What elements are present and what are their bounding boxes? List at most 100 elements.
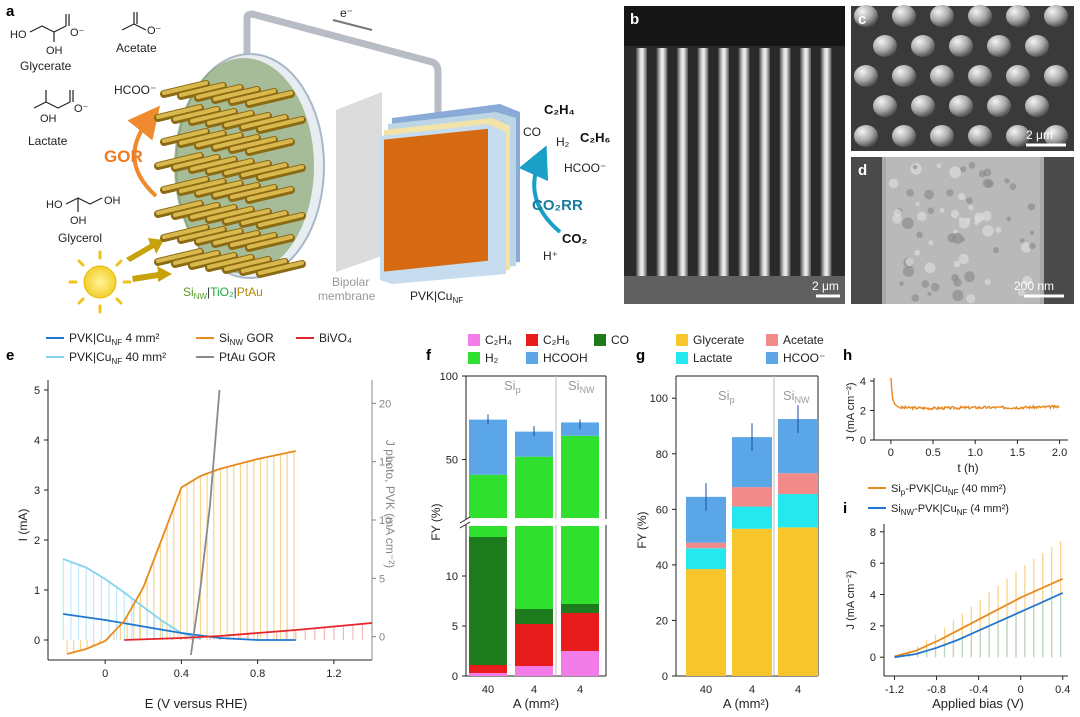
bar-g-acetate <box>778 473 818 495</box>
bar-f-lower-c2h6 <box>515 624 553 666</box>
e-ylabel: I (mA) <box>16 509 30 542</box>
nanowire-rod-highlight <box>213 87 259 101</box>
g-ytick-label: 20 <box>656 615 668 627</box>
legend-i-sip-nf: NF <box>948 488 959 497</box>
sem-dome <box>968 65 992 87</box>
legend-e: PVK|CuNF 4 mm² PVK|CuNF 40 mm² SiNW GOR … <box>46 331 352 366</box>
sem-dome <box>930 5 954 27</box>
legend-e-sinw-main: Si <box>219 331 230 345</box>
legend-g-lactate: Lactate <box>693 351 733 365</box>
sem-dome <box>987 95 1011 117</box>
legend-e-sinw-sub: NW <box>230 338 244 347</box>
electron-flow-arrow <box>332 19 373 31</box>
g-group-sinw-sub: NW <box>795 395 810 405</box>
nanowire-rod-highlight <box>258 261 304 275</box>
glycerol-structure <box>65 197 103 212</box>
sem-grain <box>915 201 920 207</box>
light-arrow-1 <box>126 238 164 262</box>
photoanode-illustration <box>154 53 325 279</box>
h-series-j <box>890 377 1060 412</box>
panel-label-c: c <box>858 11 866 28</box>
glycerate-o: O⁻ <box>70 27 85 39</box>
e-ytick-right-label: 20 <box>379 398 391 410</box>
sem-grain <box>981 211 992 222</box>
light-arrow-2 <box>132 266 172 282</box>
nanowire-rod-highlight <box>156 249 202 263</box>
nanowire-rod-highlight <box>247 187 293 201</box>
legend-i-sip-sub: p <box>901 488 906 497</box>
e-ytick-right-label: 5 <box>379 573 385 585</box>
nanowire-rod-highlight <box>162 81 208 95</box>
product-co2: CO₂ <box>562 231 588 246</box>
cathode-label: PVK|CuNF <box>410 289 463 305</box>
legend-i-sinw-nf: NF <box>957 508 968 517</box>
g-xtick-label: 40 <box>700 684 712 696</box>
glycerate-structure <box>29 14 70 42</box>
sem-grain <box>912 164 918 170</box>
nanowire-rod-highlight <box>241 259 287 273</box>
e-xlabel: E (V versus RHE) <box>145 696 248 711</box>
e-ylabel-right: J photo, PVK (mA cm⁻²) <box>383 440 397 568</box>
cathode-illustration <box>380 104 520 284</box>
nanowire-rod-highlight <box>179 131 225 145</box>
nanowire-rod-highlight <box>241 163 287 177</box>
sem-grain <box>993 247 1000 254</box>
sem-c-background <box>851 6 1074 151</box>
g-xtick-label: 4 <box>749 684 755 696</box>
nanowire-rod-highlight <box>230 89 276 103</box>
sem-grain <box>902 265 915 278</box>
sem-dome <box>854 65 878 87</box>
bar-g-glycerate <box>732 528 772 676</box>
legend-e-bivo4: BiVO₄ <box>319 331 352 345</box>
legend-i-sinw-sub: NW <box>901 508 915 517</box>
nanowire-rod-highlight <box>173 251 219 265</box>
g-group-sip-sub: p <box>730 395 735 405</box>
nanowire-rod-highlight <box>179 179 225 193</box>
sem-grain <box>1027 203 1036 211</box>
sem-grain <box>906 189 914 197</box>
sem-grain <box>958 253 969 265</box>
sem-grain <box>928 240 934 246</box>
sem-pillar <box>820 48 832 276</box>
sem-grain <box>968 204 974 211</box>
membrane-label-1: Bipolar <box>332 275 369 289</box>
nanowire-rod-highlight <box>247 91 293 105</box>
panel-i: i Sip-PVK|CuNF (40 mm²) SiNW-PVK|CuNF (4… <box>843 483 1070 711</box>
g-ytick-label: 60 <box>656 504 668 516</box>
sem-grain <box>939 207 945 213</box>
f-group-sip-sub: p <box>516 385 521 395</box>
sem-grain <box>964 271 975 283</box>
h-ytick-label: 4 <box>860 376 866 388</box>
f-ytick-upper-label: 50 <box>446 455 458 467</box>
glycerate-label: Glycerate <box>20 59 72 73</box>
nanowire-rod-highlight <box>190 157 236 171</box>
legend-i-sip-tail: -PVK|Cu <box>905 483 948 495</box>
panel-label-d: d <box>858 162 867 179</box>
nanowire-rod-highlight <box>196 229 242 243</box>
glycerate-oh2: OH <box>46 45 63 57</box>
nanowire-rod-highlight <box>258 165 304 179</box>
nanowire-rod-highlight <box>207 111 253 125</box>
panel-label-b: b <box>630 11 639 28</box>
bar-f-upper-h2 <box>515 456 553 518</box>
legend-e-pvk4-tail: 4 mm² <box>122 331 159 345</box>
sem-grain <box>949 166 962 179</box>
legend-i-sinw-main: Si <box>891 503 901 515</box>
scale-label-b: 2 μm <box>812 279 839 293</box>
f-ytick-lower-label: 5 <box>452 621 458 633</box>
nanowire-rod-highlight <box>196 133 242 147</box>
panel-c-sem: c 2 μm <box>851 5 1074 151</box>
e-ytick-label: 1 <box>34 585 40 597</box>
sem-grain <box>984 279 991 285</box>
legend-e-ptau: PtAu GOR <box>219 350 276 364</box>
sem-dome <box>930 125 954 147</box>
legend-f-c2h6: C₂H₆ <box>543 333 570 347</box>
bar-f-lower-c2h4 <box>515 666 553 676</box>
glycerate-oh1: HO <box>10 29 27 41</box>
e-ytick-right-label: 0 <box>379 632 385 644</box>
nanowire-rod-highlight <box>190 205 236 219</box>
membrane-label-2: membrane <box>318 289 376 303</box>
bar-f-lower-c2h6 <box>469 665 507 673</box>
e-series-ptau <box>190 389 221 656</box>
